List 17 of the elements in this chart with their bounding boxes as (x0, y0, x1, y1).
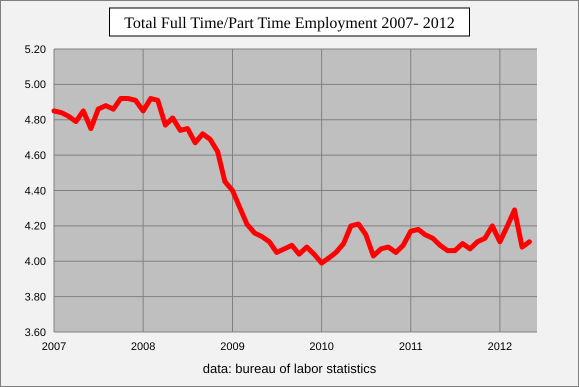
y-tick-label: 5.20 (24, 44, 46, 56)
text: data: bureau of labor statistics (202, 361, 377, 376)
x-tick-label: 2012 (488, 341, 512, 353)
x-tick-label: 2010 (309, 341, 334, 353)
x-tick-label: 2009 (220, 341, 245, 353)
y-tick-label: 3.60 (24, 326, 46, 339)
x-tick-label: 2008 (130, 341, 156, 353)
x-tick-label: 2011 (398, 341, 423, 353)
y-tick-label: 4.00 (24, 256, 46, 268)
y-tick-label: 4.20 (24, 220, 46, 233)
chart-title: Total Full Time/Part Time Employment 2007- 2012 (124, 15, 455, 32)
x-tick-label: 2007 (42, 341, 66, 353)
y-tick-label: 3.80 (24, 291, 46, 304)
y-tick-label: 5.00 (24, 79, 46, 92)
y-tick-label: 4.60 (24, 150, 46, 162)
y-tick-label: 4.80 (24, 114, 46, 127)
y-tick-label: 4.40 (24, 185, 46, 198)
